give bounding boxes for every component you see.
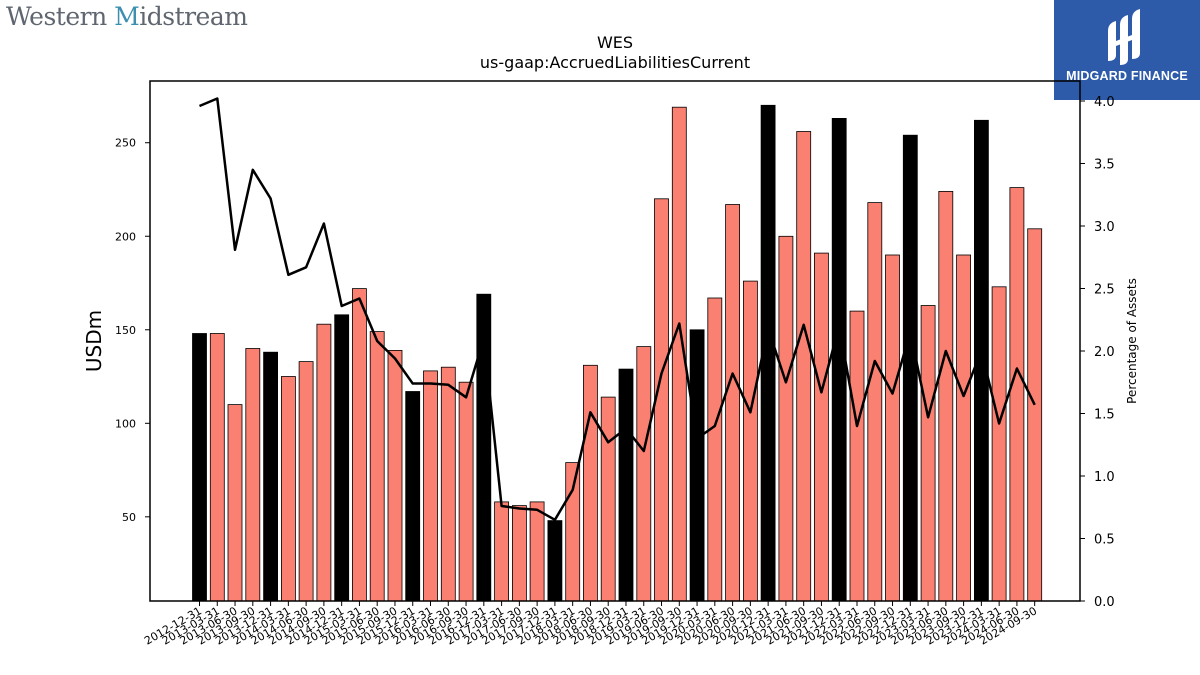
bar-2014-12-31 — [334, 314, 350, 602]
x-axis: 2012-12-312013-03-312013-06-302013-09-30… — [142, 601, 1039, 648]
y2-tick-label: 2.0 — [1094, 345, 1115, 360]
y2-tick-label: 3.0 — [1094, 220, 1115, 235]
percentage-of-assets-line — [199, 97, 1036, 522]
y2-tick-label: 3.5 — [1094, 158, 1115, 173]
y2-tick-label: 0.0 — [1094, 595, 1115, 610]
bar-2022-09-30 — [885, 254, 900, 602]
y-axis-right: 0.0 0.5 1.0 1.5 2.0 2.5 3.0 3.5 4.0 — [1080, 95, 1115, 610]
bar-2018-12-31 — [618, 368, 634, 602]
bar-2014-09-30 — [316, 323, 332, 602]
chart-subtitle: us-gaap:AccruedLiabilitiesCurrent — [480, 53, 750, 72]
bar-2019-12-31 — [689, 329, 705, 602]
y-axis-left: 50 100 150 200 250 — [115, 137, 150, 524]
bar-2017-06-30 — [512, 505, 527, 602]
bar-2022-12-31 — [902, 134, 918, 602]
y-tick-label: 50 — [122, 511, 136, 524]
bar-2024-09-30 — [1027, 228, 1043, 602]
y-tick-label: 150 — [115, 324, 136, 337]
plot-frame — [149, 80, 1081, 602]
bar-2013-09-30 — [245, 348, 261, 602]
y2-tick-label: 1.5 — [1094, 408, 1115, 423]
bar-2017-09-30 — [529, 501, 545, 602]
bar-2013-06-30 — [227, 404, 243, 602]
bar-2015-09-30 — [387, 349, 403, 602]
y2-tick-label: 4.0 — [1094, 95, 1115, 110]
bar-2018-03-31 — [565, 462, 581, 602]
bar-2020-06-30 — [725, 204, 740, 602]
bar-2014-03-31 — [280, 376, 296, 602]
bar-2021-09-30 — [814, 252, 829, 602]
bar-2020-03-31 — [707, 297, 723, 602]
bar-2023-03-31 — [920, 305, 936, 602]
midgard-emblem-icon — [1108, 9, 1140, 65]
y-tick-label: 200 — [115, 230, 136, 243]
bar-2013-03-31 — [209, 333, 225, 602]
bar-series — [192, 104, 1043, 602]
bar-2019-03-31 — [636, 346, 652, 602]
bar-2020-09-30 — [743, 280, 758, 602]
bar-2018-06-30 — [583, 364, 598, 602]
bar-2016-09-30 — [458, 381, 474, 602]
bar-2018-09-30 — [600, 396, 616, 602]
chart-title: WES — [597, 33, 633, 52]
bar-2015-06-30 — [369, 331, 385, 602]
y2-axis-label: Percentage of Assets — [1125, 278, 1139, 404]
bar-2021-06-30 — [796, 131, 812, 602]
y2-tick-label: 0.5 — [1094, 533, 1115, 548]
midgard-finance-logo: MIDGARD FINANCE — [1054, 0, 1200, 100]
bar-2014-06-30 — [298, 361, 314, 602]
bar-2016-03-31 — [423, 370, 438, 602]
western-midstream-logo: Western Midstream — [6, 2, 248, 31]
y2-tick-label: 1.0 — [1094, 470, 1115, 485]
bar-2022-06-30 — [867, 202, 883, 602]
bar-2017-03-31 — [494, 501, 510, 602]
bar-2017-12-31 — [547, 520, 563, 602]
y-tick-label: 250 — [115, 137, 136, 150]
bar-2023-06-30 — [938, 190, 954, 602]
bar-2021-03-31 — [778, 235, 794, 602]
y-tick-label: 100 — [115, 417, 136, 430]
bar-2013-12-31 — [263, 351, 279, 602]
bar-2023-09-30 — [956, 254, 971, 602]
bar-2015-03-31 — [351, 288, 367, 602]
bar-2022-03-31 — [849, 310, 865, 602]
line-series — [199, 97, 1036, 522]
bar-2015-12-31 — [405, 391, 421, 602]
bar-2024-06-30 — [1009, 187, 1025, 602]
bar-2016-06-30 — [440, 366, 456, 602]
bar-2012-12-31 — [192, 333, 207, 602]
y-axis-label: USDm — [82, 310, 106, 372]
y2-tick-label: 2.5 — [1094, 283, 1115, 298]
bar-2024-03-31 — [991, 286, 1007, 602]
